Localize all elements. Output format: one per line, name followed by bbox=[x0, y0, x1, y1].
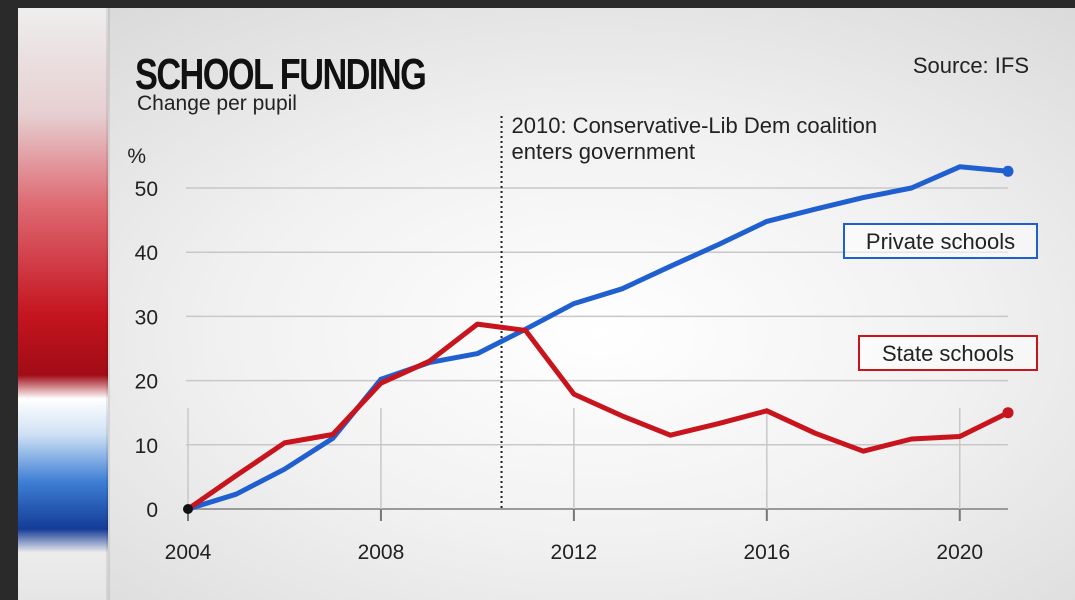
source-label: Source: IFS bbox=[912, 53, 1029, 78]
line-chart: 2010: Conservative-Lib Dem coalition ent… bbox=[127, 113, 1038, 564]
annotation-group: 2010: Conservative-Lib Dem coalition ent… bbox=[500, 113, 878, 509]
legend-state-schools-box bbox=[858, 335, 1038, 371]
private-schools-line bbox=[185, 164, 1011, 512]
y-tick-label: 30 bbox=[135, 306, 158, 329]
legend-private-schools-label: Private schools bbox=[866, 229, 1015, 254]
series-lines bbox=[183, 164, 1014, 514]
annotation-text-line2: enters government bbox=[512, 139, 695, 164]
x-tick-label: 2008 bbox=[358, 541, 405, 564]
y-tick-label: 40 bbox=[135, 242, 158, 265]
gridlines bbox=[186, 187, 1008, 521]
y-axis-unit-label: % bbox=[127, 145, 146, 168]
state-schools-end-point bbox=[1002, 407, 1014, 419]
x-tick-label: 2020 bbox=[936, 541, 983, 564]
annotation-text-line1: 2010: Conservative-Lib Dem coalition bbox=[512, 113, 878, 138]
y-tick-label: 0 bbox=[146, 499, 158, 522]
private-schools-end-point bbox=[1002, 165, 1014, 177]
x-tick-label: 2004 bbox=[165, 541, 212, 564]
legend-state-schools-label: State schools bbox=[882, 341, 1014, 366]
chart-panel: SCHOOL FUNDING Change per pupil Source: … bbox=[18, 8, 1075, 600]
chart-title: SCHOOL FUNDING bbox=[135, 50, 427, 99]
state-schools-line bbox=[185, 321, 1011, 512]
axis-labels: % 0 10 20 30 40 50 2004 2008 2012 2016 2020 bbox=[127, 145, 983, 564]
x-tick-label: 2016 bbox=[743, 541, 790, 564]
legend-private-schools-box bbox=[843, 223, 1038, 259]
y-tick-label: 10 bbox=[135, 435, 158, 458]
x-tick-label: 2012 bbox=[551, 541, 598, 564]
y-tick-label: 50 bbox=[135, 178, 158, 201]
origin-point bbox=[183, 504, 193, 514]
y-tick-label: 20 bbox=[135, 371, 158, 394]
decorative-stripe bbox=[18, 8, 110, 600]
chart-subtitle: Change per pupil bbox=[137, 92, 297, 115]
legend: Private schools State schools bbox=[843, 223, 1038, 371]
